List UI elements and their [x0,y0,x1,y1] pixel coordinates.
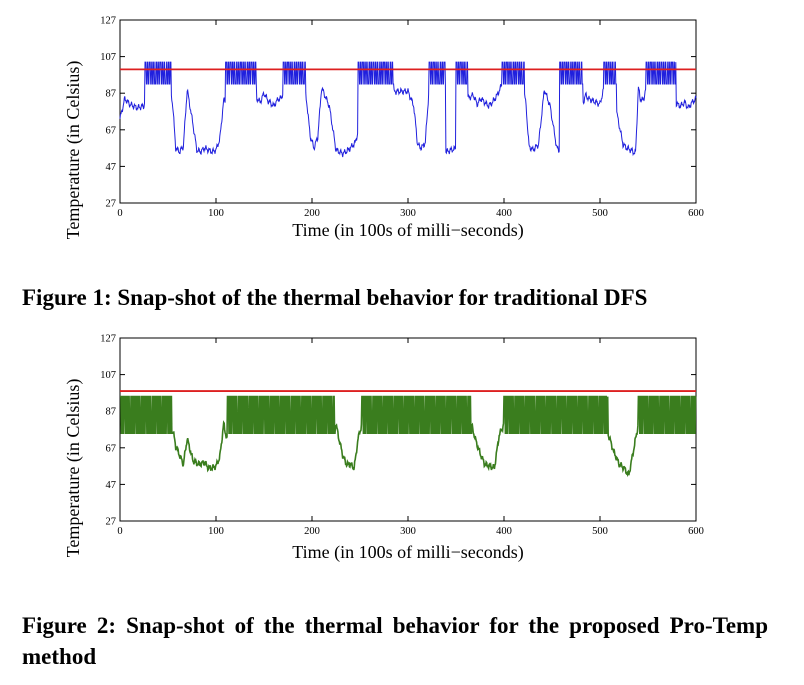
x-tick-label: 300 [400,208,416,219]
x-tick-label: 200 [304,526,320,537]
temperature-series-line [119,61,697,158]
y-tick-label: 67 [106,125,117,136]
x-axis-label: Time (in 100s of milli−seconds) [292,542,524,563]
figure-2-chart: 27 47 67 87 107 127 0 100 200 300 400 500 600 Time … [63,334,704,564]
y-tick-label: 47 [106,162,117,173]
figure-2-caption: Figure 2: Snap-shot of the thermal behav… [22,613,768,669]
x-tick-label: 100 [208,208,224,219]
y-tick-label: 127 [100,16,116,27]
plot-frame [119,19,697,204]
y-axis-label: Temperature (in Celsius) [63,379,84,558]
y-tick-label: 27 [106,517,117,528]
y-tick-label: 107 [100,52,116,63]
y-tick-label: 87 [106,89,117,100]
figure-1-chart: 27 47 67 87 107 127 0 100 200 300 400 500 600 Time … [63,16,704,242]
x-tick-label: 600 [688,208,704,219]
temperature-series-line [120,395,697,478]
x-tick-label: 200 [304,208,320,219]
x-tick-label: 0 [117,526,122,537]
y-tick-label: 27 [106,199,117,210]
x-tick-label: 600 [688,526,704,537]
y-tick-label: 47 [106,480,117,491]
y-axis-label: Temperature (in Celsius) [63,61,84,240]
y-tick-label: 107 [100,370,116,381]
x-tick-label: 400 [496,208,512,219]
x-axis-label: Time (in 100s of milli−seconds) [292,220,524,241]
x-tick-label: 400 [496,526,512,537]
y-tick-label: 67 [106,443,117,454]
x-tick-label: 100 [208,526,224,537]
x-tick-label: 500 [592,526,608,537]
x-tick-label: 500 [592,208,608,219]
figure-1-caption: Figure 1: Snap-shot of the thermal behav… [22,285,648,310]
x-tick-label: 0 [117,208,122,219]
y-tick-label: 87 [106,407,117,418]
x-tick-label: 300 [400,526,416,537]
y-tick-label: 127 [100,334,116,345]
